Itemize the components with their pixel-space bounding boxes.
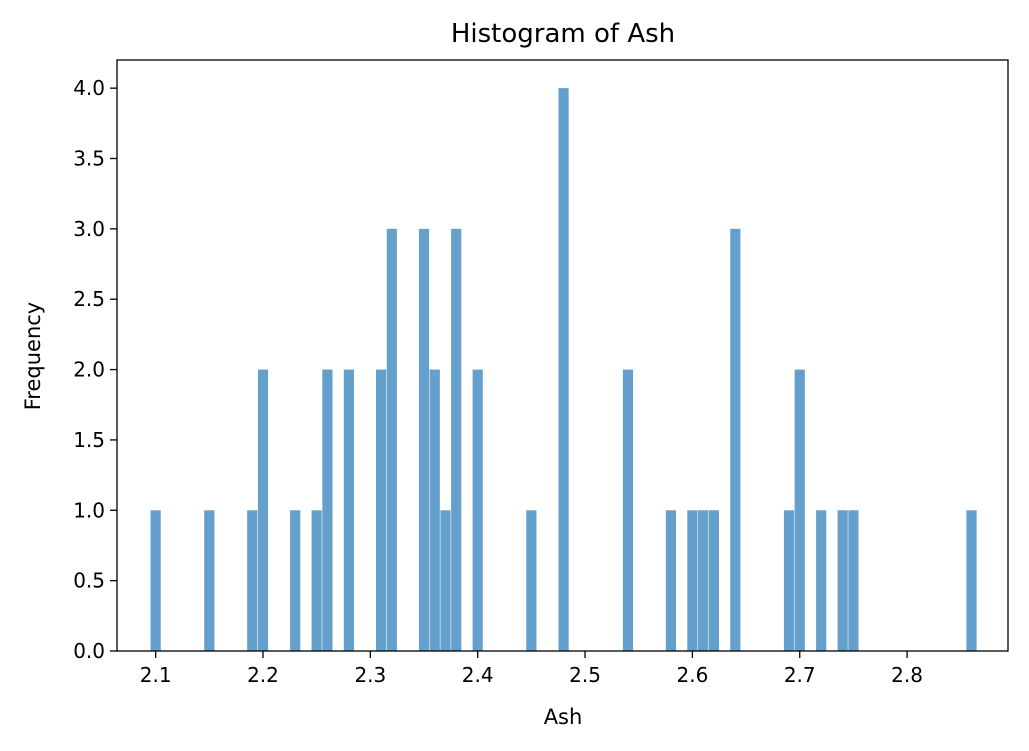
histogram-bar [708,510,719,651]
y-tick-label: 1.0 [73,498,105,522]
histogram-bar [665,510,677,651]
histogram-bar [257,369,269,651]
x-tick-label: 2.8 [891,663,923,687]
y-tick-label: 0.0 [73,639,105,663]
histogram-bar [966,510,977,651]
x-tick-label: 2.4 [462,663,494,687]
x-tick-label: 2.2 [247,663,279,687]
histogram-bar [526,510,537,651]
histogram-bar [783,510,795,651]
y-tick-label: 1.5 [73,428,105,452]
histogram-bar [375,369,387,651]
y-axis-label: Frequency [21,302,45,411]
histogram-bar [472,369,483,651]
histogram-bar [730,228,741,652]
y-tick-label: 2.0 [73,358,105,382]
y-tick-label: 4.0 [73,76,105,100]
y-tick-label: 3.0 [73,217,105,241]
histogram-bar [204,510,215,651]
y-axis-ticks: 0.0 0.5 1.0 1.5 2.0 2.5 3.0 3.5 4.0 [73,76,117,663]
y-tick-label: 0.5 [73,569,105,593]
histogram-bar [698,510,709,651]
histogram-bar [150,510,161,651]
histogram-bar [816,510,827,651]
histogram-bar [687,510,698,651]
histogram-bar [622,369,634,651]
histogram-bar [418,228,430,652]
histogram-bar [429,369,440,651]
bars-group [150,88,977,652]
x-axis-label: Ash [544,705,583,729]
x-tick-label: 2.6 [676,663,708,687]
x-tick-label: 2.1 [140,663,172,687]
x-tick-label: 2.3 [354,663,386,687]
y-tick-label: 3.5 [73,147,105,171]
histogram-bar [558,88,569,651]
histogram-bar [794,369,805,651]
histogram-bar [451,228,462,652]
chart-title: Histogram of Ash [451,19,675,49]
histogram-bar [247,510,258,651]
histogram-bar [386,228,397,652]
y-tick-label: 2.5 [73,287,105,311]
histogram-bar [322,369,333,651]
histogram-bar [311,510,322,651]
histogram-bar [343,369,354,651]
histogram-bar [290,510,301,651]
x-tick-label: 2.5 [569,663,601,687]
histogram-bar [440,510,451,651]
plot-frame [116,59,1009,652]
histogram-bar [848,510,859,651]
x-tick-label: 2.7 [784,663,816,687]
histogram-bar [837,510,848,651]
x-axis-ticks: 2.1 2.2 2.3 2.4 2.5 2.6 2.7 2.8 [140,651,923,687]
